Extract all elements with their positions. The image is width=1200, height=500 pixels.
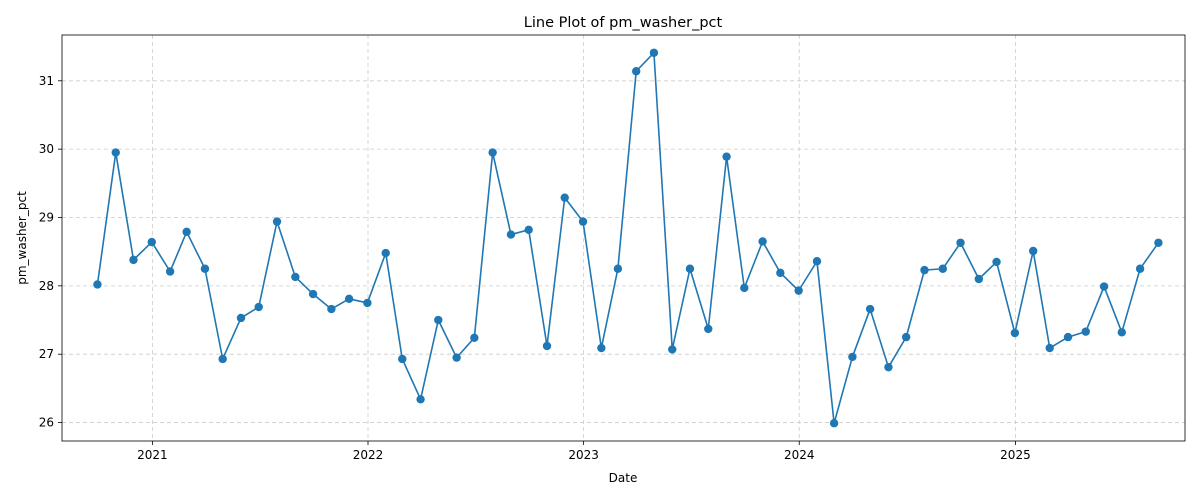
data-point	[272, 217, 282, 226]
data-point	[542, 341, 552, 351]
data-point	[1045, 343, 1054, 353]
y-tick-label: 30	[39, 142, 54, 156]
data-point	[182, 227, 191, 237]
data-point	[344, 294, 354, 304]
series-line-layer	[96, 51, 1160, 425]
chart-title: Line Plot of pm_washer_pct	[524, 15, 723, 31]
data-point	[1010, 328, 1020, 338]
data-point	[327, 304, 336, 314]
data-point	[1028, 246, 1038, 256]
data-point	[812, 257, 822, 266]
data-point	[308, 289, 318, 299]
data-point	[434, 315, 443, 325]
y-tick-label: 31	[39, 74, 54, 88]
data-point	[291, 272, 300, 282]
y-tick-label: 29	[39, 210, 54, 224]
x-tick-label: 2023	[568, 448, 599, 462]
y-tick-label: 27	[39, 347, 54, 361]
data-point	[794, 286, 803, 295]
y-tick-label: 28	[39, 279, 54, 293]
x-axis-label: Date	[609, 471, 638, 485]
data-point	[363, 298, 372, 308]
x-tick-label: 2021	[137, 448, 168, 462]
data-point	[776, 268, 785, 278]
data-point	[1063, 332, 1073, 342]
data-point	[1135, 264, 1145, 273]
data-point	[920, 265, 929, 275]
data-point	[649, 48, 659, 57]
data-point	[165, 267, 175, 276]
data-point	[381, 248, 390, 258]
data-point	[758, 237, 767, 246]
data-point	[974, 274, 984, 284]
data-point	[111, 148, 120, 157]
data-point	[740, 283, 749, 293]
data-point	[1099, 282, 1109, 291]
data-point	[560, 193, 569, 202]
data-point	[597, 343, 606, 353]
data-point	[938, 264, 947, 273]
y-axis: 26 27 28 29 30 31	[39, 74, 62, 430]
grid	[62, 35, 1185, 441]
data-point	[829, 419, 839, 428]
data-point	[685, 264, 695, 273]
data-point	[524, 225, 533, 234]
data-point	[865, 304, 875, 314]
data-point	[1117, 328, 1126, 337]
y-axis-label: pm_washer_pct	[15, 191, 29, 285]
data-point	[254, 302, 263, 312]
data-point	[218, 354, 227, 364]
data-point	[1081, 327, 1090, 336]
data-point	[722, 152, 731, 161]
data-point	[578, 217, 588, 226]
data-point	[1154, 238, 1163, 247]
data-point	[200, 264, 210, 273]
data-point	[668, 345, 677, 354]
data-point	[632, 67, 641, 76]
x-tick-label: 2022	[353, 448, 384, 462]
data-point	[416, 395, 425, 404]
series-line	[96, 51, 1160, 425]
plot-area-frame	[61, 34, 1186, 442]
data-point	[452, 353, 461, 362]
y-tick-label: 26	[39, 416, 54, 430]
data-point	[236, 313, 246, 323]
x-tick-label: 2024	[784, 448, 815, 462]
x-axis: 2021 2022 2023 2024 2025	[137, 441, 1031, 462]
data-point	[901, 332, 911, 342]
data-point	[129, 255, 138, 265]
data-point	[992, 257, 1001, 267]
x-tick-label: 2025	[1000, 448, 1031, 462]
data-point	[506, 230, 516, 239]
data-point	[848, 352, 857, 362]
data-point	[613, 264, 623, 273]
data-point	[488, 148, 497, 157]
series-marker-layer	[93, 48, 1163, 428]
data-point	[704, 324, 713, 334]
data-point	[884, 362, 893, 372]
data-point	[93, 280, 102, 289]
data-point	[147, 237, 156, 247]
data-point	[956, 238, 965, 247]
data-point	[470, 333, 479, 342]
data-point	[398, 354, 407, 364]
